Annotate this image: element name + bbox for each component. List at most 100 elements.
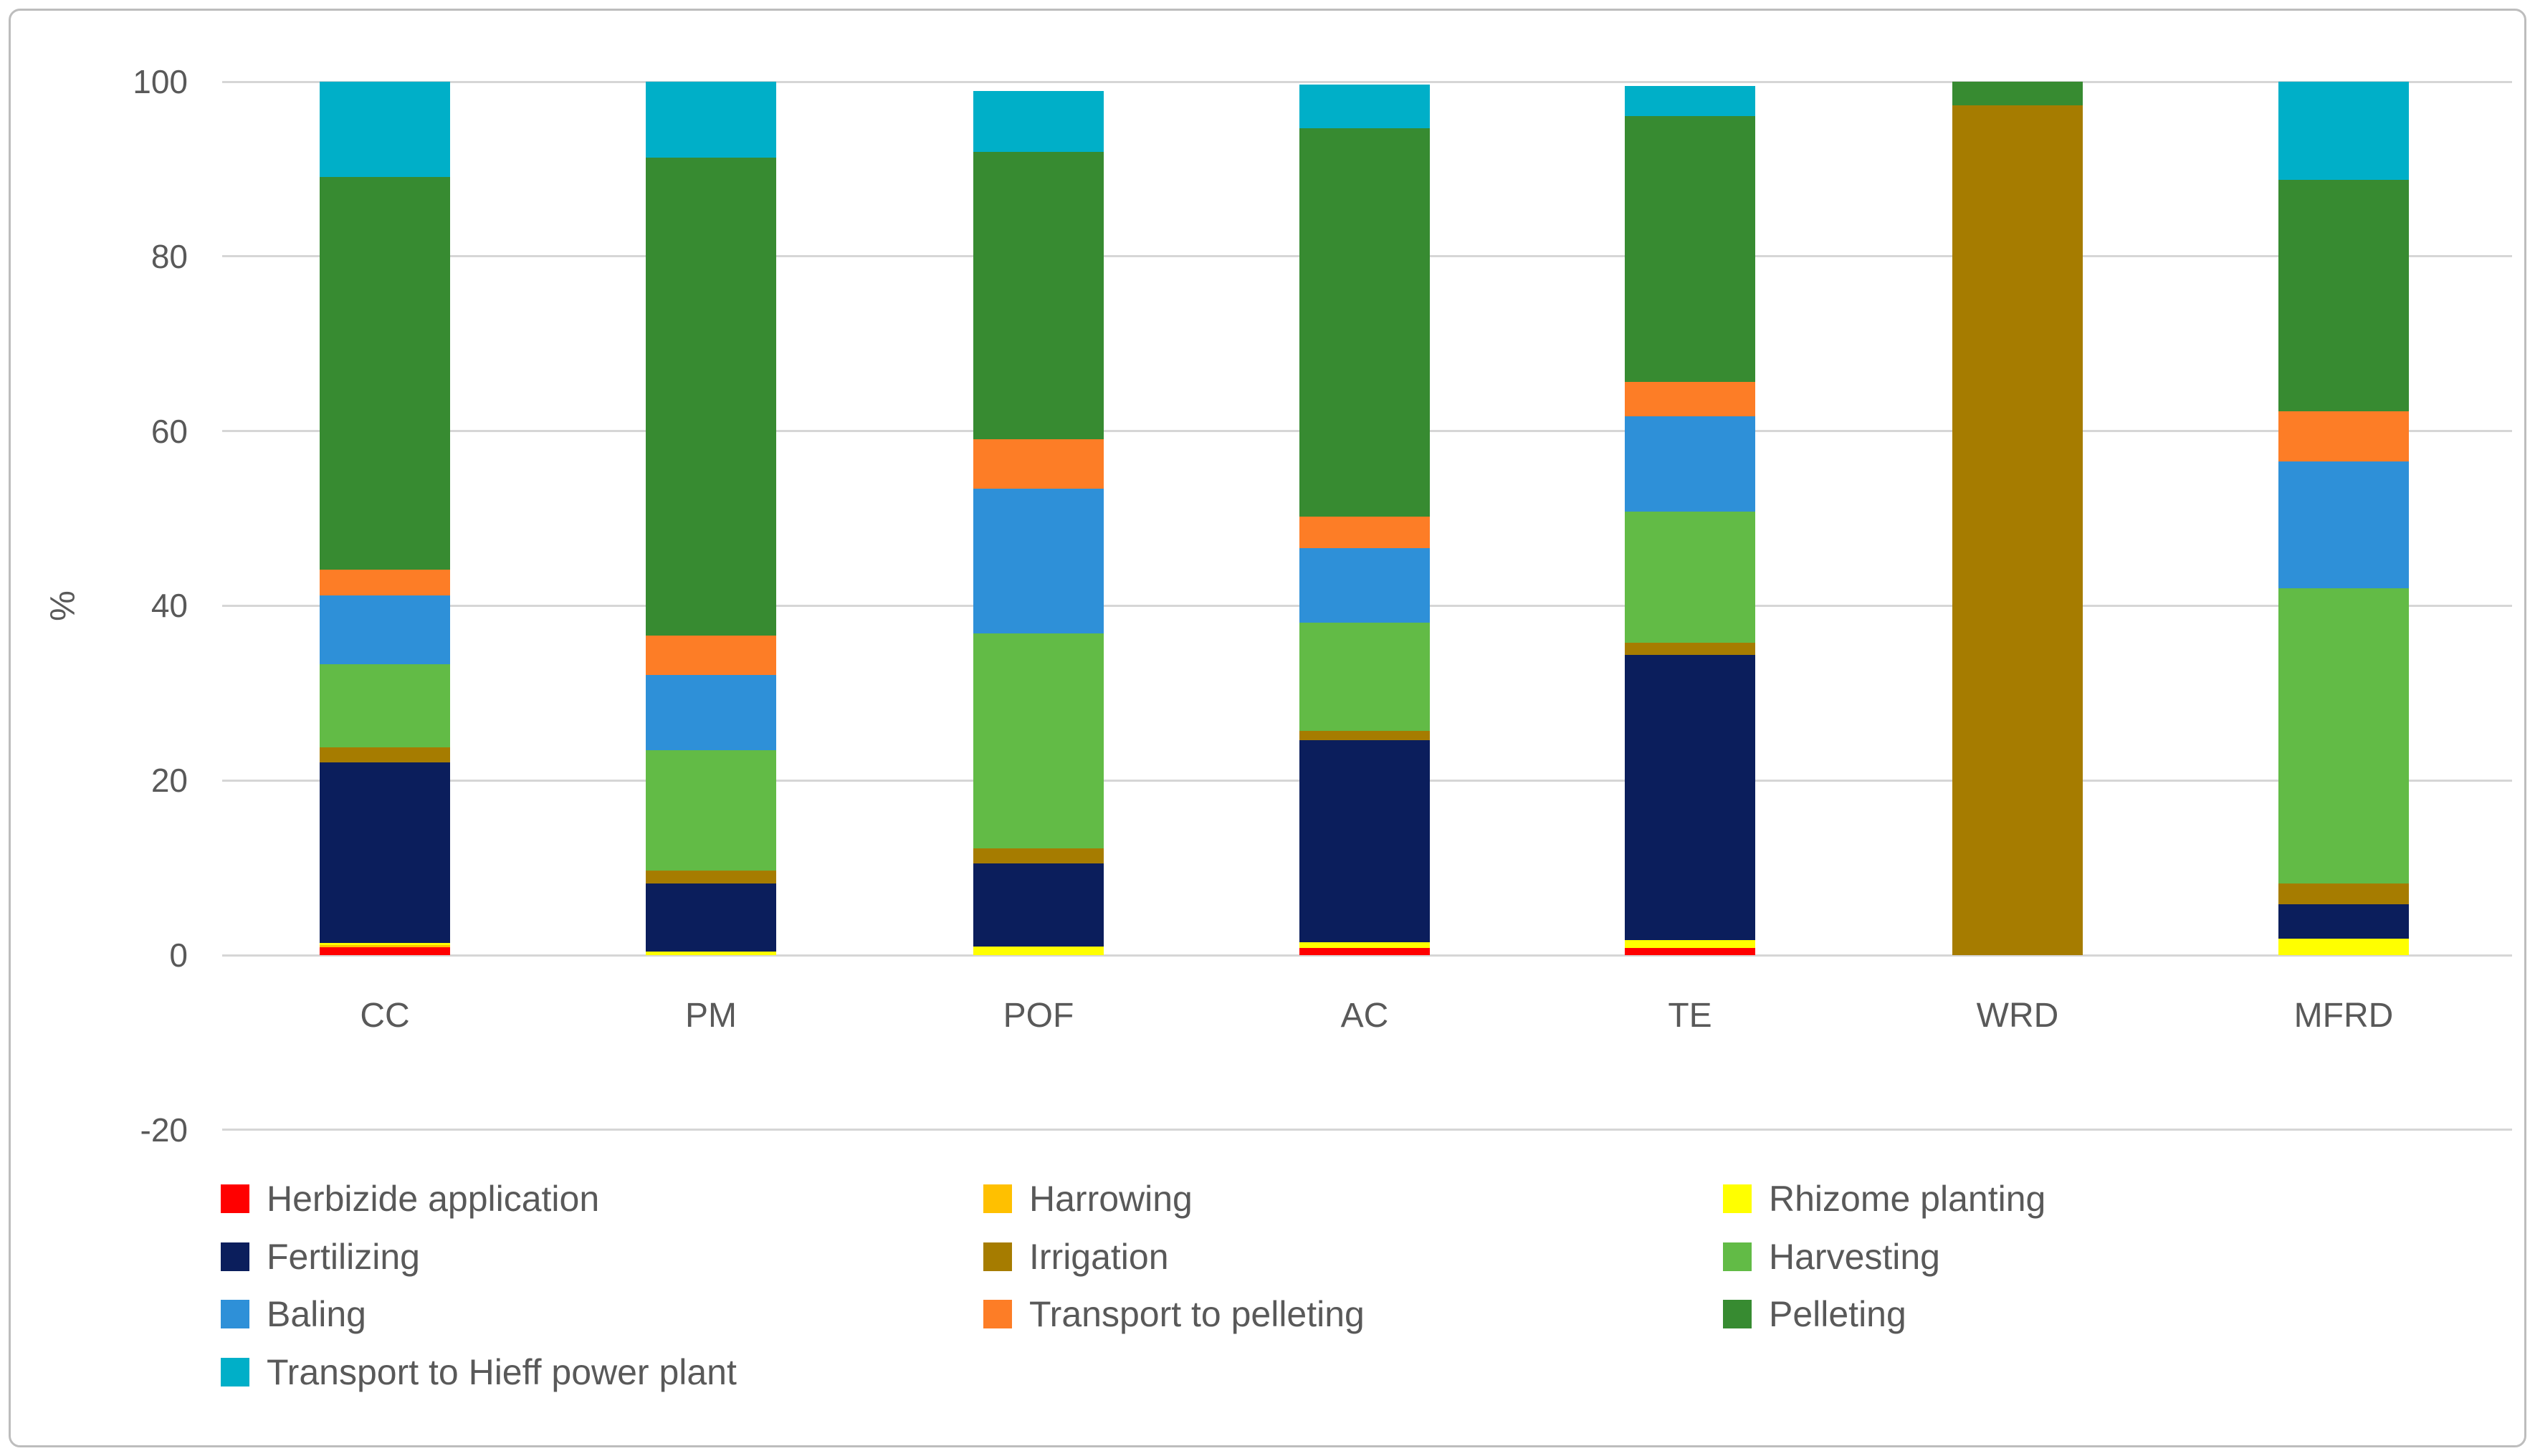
legend-label-transport_pelleting: Transport to pelleting	[1029, 1294, 1365, 1334]
legend-swatch-irrigation	[983, 1242, 1012, 1271]
x-axis-label-WRD: WRD	[1976, 997, 2059, 1035]
legend-swatch-harrowing	[983, 1184, 1012, 1213]
bar-segment-WRD-irrigation	[1952, 105, 2083, 955]
legend-swatch-fertilizing	[221, 1242, 249, 1271]
legend-label-herbizide: Herbizide application	[267, 1179, 600, 1219]
bar-segment-AC-fertilizing	[1299, 740, 1430, 942]
bar-segment-AC-transport_hieff	[1299, 84, 1430, 128]
bar-segment-AC-pelleting	[1299, 128, 1430, 517]
bar-segment-AC-herbizide	[1299, 948, 1430, 955]
bar-segment-TE-harvesting	[1625, 511, 1755, 643]
bar-segment-TE-pelleting	[1625, 115, 1755, 383]
x-axis-label-POF: POF	[1003, 997, 1074, 1035]
legend-label-harrowing: Harrowing	[1029, 1179, 1193, 1219]
bar-segment-TE-fertilizing	[1625, 654, 1755, 941]
bar-segment-MFRD-irrigation	[2278, 883, 2409, 905]
y-axis-title: %	[44, 590, 82, 621]
bar-segment-PM-rhizome	[646, 952, 776, 955]
legend-item-harrowing: Harrowing	[983, 1179, 1193, 1219]
bar-segment-POF-pelleting	[973, 151, 1104, 439]
legend-item-transport_pelleting: Transport to pelleting	[983, 1294, 1365, 1334]
gridline-100	[222, 80, 2512, 83]
legend-label-rhizome: Rhizome planting	[1769, 1179, 2046, 1219]
y-tick-label--20: -20	[140, 1111, 188, 1149]
bar-segment-POF-fertilizing	[973, 863, 1104, 947]
x-axis-label-CC: CC	[360, 997, 410, 1035]
legend-label-harvesting: Harvesting	[1769, 1237, 1940, 1277]
legend-item-transport_hieff: Transport to Hieff power plant	[221, 1352, 737, 1392]
x-axis-label-AC: AC	[1340, 997, 1389, 1035]
bar-segment-MFRD-transport_pelleting	[2278, 411, 2409, 462]
y-tick-label-40: 40	[151, 587, 188, 625]
bar-segment-MFRD-transport_hieff	[2278, 82, 2409, 180]
bar-segment-MFRD-rhizome	[2278, 938, 2409, 955]
bar-segment-TE-transport_pelleting	[1625, 382, 1755, 416]
bar-segment-AC-baling	[1299, 547, 1430, 623]
bar-segment-POF-transport_hieff	[973, 91, 1104, 152]
bar-segment-PM-transport_hieff	[646, 82, 776, 158]
bar-segment-POF-irrigation	[973, 848, 1104, 863]
bar-segment-PM-fertilizing	[646, 883, 776, 952]
legend-item-baling: Baling	[221, 1294, 366, 1334]
bar-segment-WRD-pelleting	[1952, 82, 2083, 105]
bar-segment-POF-transport_pelleting	[973, 439, 1104, 489]
bar-segment-POF-baling	[973, 489, 1104, 634]
bar-segment-CC-transport_pelleting	[320, 570, 450, 595]
y-tick-label-60: 60	[151, 412, 188, 450]
x-axis-label-TE: TE	[1668, 997, 1712, 1035]
legend-swatch-transport_pelleting	[983, 1300, 1012, 1328]
bar-segment-AC-irrigation	[1299, 730, 1430, 741]
bar-segment-CC-baling	[320, 595, 450, 665]
bar-segment-MFRD-harvesting	[2278, 588, 2409, 884]
legend-item-harvesting: Harvesting	[1723, 1237, 1940, 1277]
bar-segment-MFRD-baling	[2278, 461, 2409, 588]
bar-segment-PM-harvesting	[646, 749, 776, 871]
bar-segment-TE-rhizome	[1625, 940, 1755, 949]
bar-segment-CC-harvesting	[320, 664, 450, 747]
legend-swatch-harvesting	[1723, 1242, 1752, 1271]
bar-segment-MFRD-pelleting	[2278, 179, 2409, 411]
legend-label-irrigation: Irrigation	[1029, 1237, 1169, 1277]
bar-segment-CC-irrigation	[320, 747, 450, 762]
gridline--20	[222, 1129, 2512, 1131]
legend-item-rhizome: Rhizome planting	[1723, 1179, 2045, 1219]
bar-segment-MFRD-fertilizing	[2278, 904, 2409, 939]
x-axis-label-MFRD: MFRD	[2293, 997, 2394, 1035]
gridline-0	[222, 954, 2512, 957]
bar-segment-POF-rhizome	[973, 946, 1104, 955]
bar-segment-TE-herbizide	[1625, 948, 1755, 955]
bar-segment-PM-baling	[646, 674, 776, 750]
bar-segment-TE-irrigation	[1625, 642, 1755, 655]
bar-segment-TE-transport_hieff	[1625, 86, 1755, 116]
legend-swatch-baling	[221, 1300, 249, 1328]
legend-label-transport_hieff: Transport to Hieff power plant	[267, 1352, 737, 1392]
bar-segment-PM-transport_pelleting	[646, 635, 776, 675]
bar-segment-CC-rhizome	[320, 942, 450, 945]
y-tick-label-80: 80	[151, 237, 188, 275]
legend-item-herbizide: Herbizide application	[221, 1179, 599, 1219]
bar-segment-CC-fertilizing	[320, 762, 450, 943]
legend-swatch-pelleting	[1723, 1300, 1752, 1328]
legend-item-irrigation: Irrigation	[983, 1237, 1169, 1277]
y-tick-label-20: 20	[151, 762, 188, 800]
y-tick-label-100: 100	[133, 63, 188, 100]
legend-swatch-herbizide	[221, 1184, 249, 1213]
legend-swatch-transport_hieff	[221, 1358, 249, 1386]
legend-item-fertilizing: Fertilizing	[221, 1237, 420, 1277]
legend-label-fertilizing: Fertilizing	[267, 1237, 420, 1277]
legend-item-pelleting: Pelleting	[1723, 1294, 1906, 1334]
bar-segment-AC-rhizome	[1299, 942, 1430, 949]
x-axis-label-PM: PM	[685, 997, 737, 1035]
bar-segment-CC-harrowing	[320, 944, 450, 948]
bar-segment-POF-harvesting	[973, 633, 1104, 849]
y-tick-label-0: 0	[169, 937, 188, 974]
bar-segment-CC-transport_hieff	[320, 82, 450, 177]
bar-segment-CC-pelleting	[320, 176, 450, 570]
bar-segment-AC-harvesting	[1299, 622, 1430, 731]
legend-label-baling: Baling	[267, 1294, 366, 1334]
bar-segment-PM-pelleting	[646, 158, 776, 636]
bar-segment-TE-baling	[1625, 416, 1755, 512]
bar-segment-CC-herbizide	[320, 947, 450, 955]
bar-segment-PM-irrigation	[646, 870, 776, 884]
